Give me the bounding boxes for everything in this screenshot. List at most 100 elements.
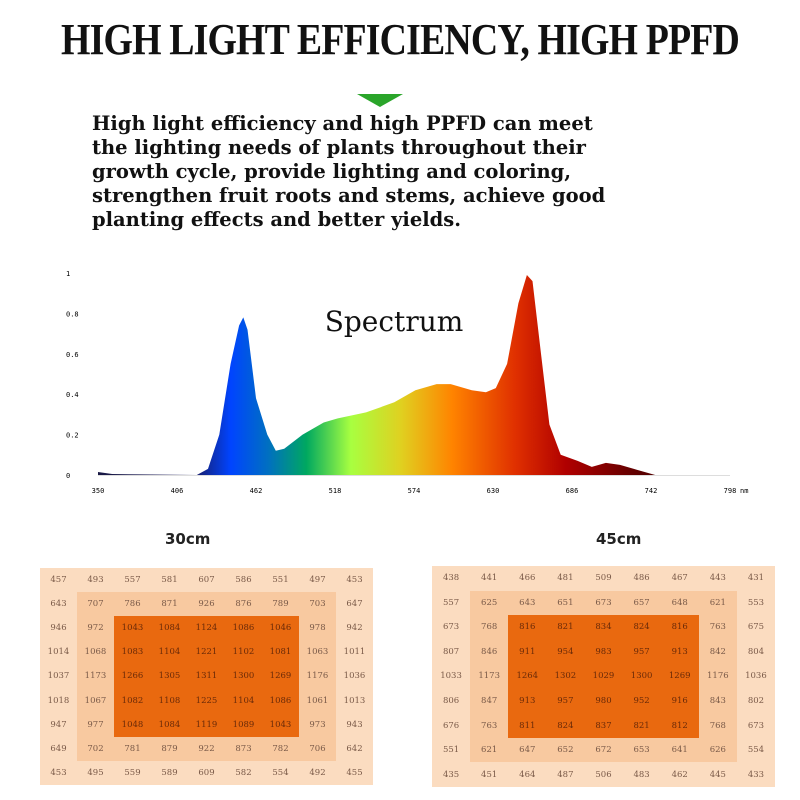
ppfd-cell: 768 [709, 720, 726, 731]
ppfd-cell: 824 [633, 622, 650, 633]
ppfd-cell: 702 [87, 743, 104, 754]
ppfd-cell: 481 [557, 573, 574, 584]
description-line: planting effects and better yields. [92, 208, 462, 231]
ppfd-cell: 1300 [630, 671, 653, 682]
ppfd-cell: 834 [595, 622, 612, 633]
spectrum-chart: 0 0.2 0.4 0.6 0.8 1 350 406 462 518 574 630 686 742 7… [66, 270, 748, 495]
core-zone [113, 616, 300, 737]
ppfd-cell: 1102 [232, 647, 255, 658]
ppfd-cell: 706 [309, 743, 326, 754]
ppfd-cell: 913 [671, 646, 688, 657]
ppfd-cell: 497 [309, 575, 326, 586]
ppfd-cell: 703 [309, 599, 326, 610]
ppfd-cell: 451 [481, 769, 498, 780]
ppfd-cell: 1048 [121, 719, 144, 730]
x-axis-unit: nm [740, 487, 748, 495]
ppfd-cell: 1081 [269, 647, 292, 658]
ppfd-cell: 1068 [84, 647, 107, 658]
ppfd-cell: 509 [595, 573, 612, 584]
ppfd-cell: 483 [633, 769, 650, 780]
ppfd-cell: 911 [519, 646, 536, 657]
ppfd-cell: 1061 [306, 695, 329, 706]
ppfd-cell: 1018 [47, 695, 70, 706]
y-tick-label: 1 [66, 270, 70, 278]
ppfd-map-30cm: 457 493 557 581 607 586 551 497 453 643 707 786 871 9… [40, 568, 373, 785]
x-tick-label: 630 [487, 487, 500, 495]
ppfd-cell: 553 [747, 597, 765, 608]
ppfd-cell: 673 [442, 622, 460, 633]
ppfd-cell: 647 [346, 599, 363, 610]
ppfd-cell: 973 [309, 719, 326, 730]
ppfd-cell: 673 [595, 597, 612, 608]
ppfd-cell: 586 [235, 575, 252, 586]
ppfd-cell: 947 [50, 719, 67, 730]
ppfd-cell: 652 [557, 745, 574, 756]
ppfd-cell: 1086 [269, 695, 292, 706]
ppfd-cell: 676 [442, 720, 460, 731]
ppfd-cell: 811 [519, 720, 536, 731]
ppfd-cell: 467 [671, 573, 688, 584]
ppfd-cell: 557 [442, 597, 460, 608]
ppfd-cell: 1225 [195, 695, 218, 706]
ppfd-cell: 455 [346, 767, 363, 778]
ppfd-cell: 438 [442, 573, 460, 584]
ppfd-cell: 648 [671, 597, 688, 608]
ppfd-cell: 486 [633, 573, 650, 584]
ppfd-cell: 946 [50, 623, 67, 634]
spectrum-area [98, 275, 733, 475]
ppfd-cell: 581 [161, 575, 178, 586]
ppfd-cell: 1269 [269, 671, 292, 682]
ppfd-cell: 926 [198, 599, 215, 610]
ppfd-cell: 607 [198, 575, 215, 586]
ppfd-cell: 1176 [306, 671, 329, 682]
ppfd-cell: 879 [161, 743, 178, 754]
ppfd-cell: 1084 [158, 623, 181, 634]
description: High light efficiency and high PPFD can … [92, 112, 732, 232]
ppfd-cell: 443 [709, 573, 726, 584]
x-tick-label: 686 [566, 487, 579, 495]
x-tick-label: 574 [408, 487, 421, 495]
ppfd-cell: 812 [671, 720, 688, 731]
ppfd-cell: 551 [272, 575, 289, 586]
ppfd-cell: 506 [595, 769, 612, 780]
ppfd-cell: 954 [557, 646, 574, 657]
ppfd-cell: 433 [747, 769, 765, 780]
ppfd-map-45cm: 438 441 466 481 509 486 467 443 431 557 625 643 651 6… [432, 566, 775, 787]
ppfd-cell: 673 [747, 720, 765, 731]
headline: HIGH LIGHT EFFICIENCY, HIGH PPFD [61, 15, 740, 64]
ppfd-cell: 913 [519, 696, 536, 707]
ppfd-cell: 675 [747, 622, 765, 633]
ppfd-cell: 821 [633, 720, 650, 731]
ppfd-cell: 431 [747, 573, 765, 584]
ppfd-cell: 493 [87, 575, 104, 586]
ppfd-cell: 441 [481, 573, 498, 584]
ppfd-cell: 557 [124, 575, 141, 586]
ppfd-cell: 1173 [478, 671, 500, 682]
ppfd-cell: 464 [519, 769, 536, 780]
ppfd-cell: 1063 [306, 647, 329, 658]
ppfd-cell: 837 [595, 720, 612, 731]
ppfd-cell: 657 [633, 597, 650, 608]
ppfd-cell: 554 [747, 745, 765, 756]
ppfd-cell: 763 [481, 720, 498, 731]
ppfd-cell: 495 [87, 767, 104, 778]
ppfd-cell: 621 [481, 745, 498, 756]
ppfd-cell: 653 [633, 745, 650, 756]
ppfd-cell: 1036 [343, 671, 366, 682]
ppfd-cell: 647 [519, 745, 536, 756]
ppfd-cell: 802 [747, 696, 765, 707]
ppfd-cell: 942 [346, 623, 363, 634]
ppfd-cell: 1067 [84, 695, 107, 706]
ppfd-cell: 626 [709, 745, 726, 756]
ppfd-cell: 1119 [195, 719, 218, 730]
ppfd-cell: 972 [87, 623, 104, 634]
down-triangle-icon [357, 94, 403, 107]
ppfd-cell: 1036 [745, 671, 767, 682]
x-tick-label: 350 [92, 487, 105, 495]
ppfd-cell: 492 [309, 767, 326, 778]
ppfd-cell: 643 [50, 599, 67, 610]
ppfd-cell: 589 [161, 767, 178, 778]
ppfd-cell: 978 [309, 623, 326, 634]
ppfd-cell: 1046 [269, 623, 292, 634]
